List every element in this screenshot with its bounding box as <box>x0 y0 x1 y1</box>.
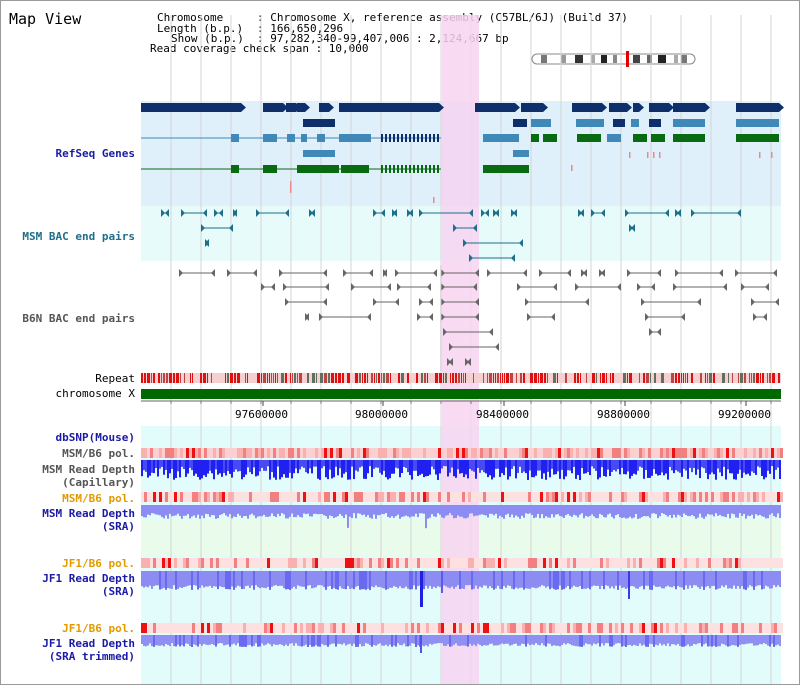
length-value: : 166,650,296 <box>257 22 344 35</box>
axis-tick-label: 98800000 <box>597 408 650 421</box>
b6n-bac-track[interactable] <box>179 265 779 371</box>
b6n-bac-label[interactable]: B6N BAC end pairs <box>22 312 135 325</box>
jf1-depth-trimmed-label[interactable]: JF1 Read Depth (SRA trimmed) <box>42 637 135 663</box>
length-key: Length (b.p.) <box>157 22 244 35</box>
axis-tick-label: 99200000 <box>718 408 771 421</box>
axis-tick-label: 98400000 <box>476 408 529 421</box>
chromosome-bar <box>141 389 781 399</box>
axis-tick-label: 97600000 <box>235 408 288 421</box>
msm-bac-track[interactable] <box>161 209 741 262</box>
jf1-b6-pol-label[interactable]: JF1/B6 pol. <box>62 557 135 570</box>
chromosome-ideogram[interactable] <box>531 51 696 67</box>
chromosome-label: chromosome X <box>55 387 135 400</box>
position-axis <box>170 401 772 406</box>
chromosome-key: Chromosome <box>157 11 224 24</box>
read-coverage-span: Read coverage check span : 10,000 <box>150 42 369 55</box>
repeat-label: Repeat <box>95 372 135 385</box>
jf1-depth-sra-label[interactable]: JF1 Read Depth (SRA) <box>42 572 135 598</box>
msm-b6-pol-label[interactable]: MSM/B6 pol. <box>62 447 135 460</box>
read-depth-tracks <box>141 460 781 653</box>
ideogram-position-marker <box>626 51 629 67</box>
msm-b6-pol-sra-label[interactable]: MSM/B6 pol. <box>62 492 135 505</box>
msm-bac-label[interactable]: MSM BAC end pairs <box>22 230 135 243</box>
refseq-genes-label[interactable]: RefSeq Genes <box>55 147 135 160</box>
msm-depth-sra-label[interactable]: MSM Read Depth (SRA) <box>42 507 135 533</box>
show-key: Show (b.p.) <box>171 32 244 45</box>
repeat-track[interactable] <box>141 373 780 383</box>
dbsnp-label[interactable]: dbSNP(Mouse) <box>55 431 135 444</box>
refseq-genes-track[interactable] <box>141 103 784 203</box>
jf1-b6-pol-trim-label[interactable]: JF1/B6 pol. <box>62 622 135 635</box>
polymorphism-heatmaps <box>141 448 783 633</box>
axis-tick-label: 98000000 <box>355 408 408 421</box>
msm-depth-capillary-label[interactable]: MSM Read Depth (Capillary) <box>42 463 135 489</box>
page-title: Map View <box>9 10 82 28</box>
chromosome-value: : Chromosome X, reference assembly (C57B… <box>257 11 628 24</box>
